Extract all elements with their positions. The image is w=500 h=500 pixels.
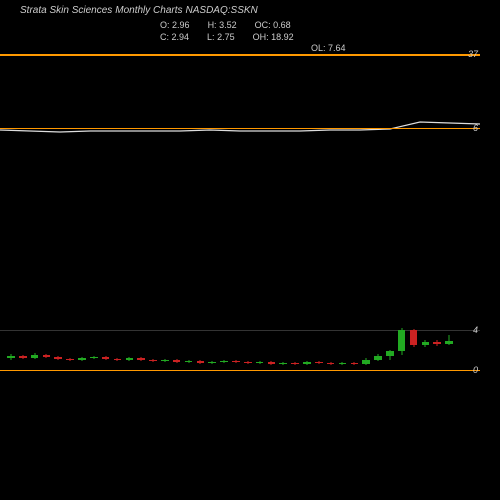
candle xyxy=(159,323,171,390)
oh-label: OH: xyxy=(253,32,269,42)
candle xyxy=(348,323,360,390)
close-value: 2.94 xyxy=(172,32,190,42)
candle xyxy=(64,323,76,390)
candle xyxy=(52,323,64,390)
candle xyxy=(431,323,443,390)
candle xyxy=(419,323,431,390)
candle xyxy=(218,323,230,390)
oh-value: 18.92 xyxy=(271,32,294,42)
gridline-6 xyxy=(0,128,480,129)
oc-value: 0.68 xyxy=(273,20,291,30)
open-value: 2.96 xyxy=(172,20,190,30)
candle xyxy=(443,323,455,390)
candle xyxy=(147,323,159,390)
high-value: 3.52 xyxy=(219,20,237,30)
candle xyxy=(100,323,112,390)
candle xyxy=(337,323,349,390)
candle xyxy=(183,323,195,390)
candle xyxy=(360,323,372,390)
axis-label-0: 0 xyxy=(473,365,478,375)
candle xyxy=(277,323,289,390)
chart-area: 37 6 4 0 xyxy=(0,50,480,490)
close-label: C: xyxy=(160,32,169,42)
chart-title: Strata Skin Sciences Monthly Charts NASD… xyxy=(0,5,500,16)
axis-label-4: 4 xyxy=(473,325,478,335)
title-mid: Monthly Charts xyxy=(115,5,182,16)
candle xyxy=(289,323,301,390)
candle xyxy=(171,323,183,390)
candle xyxy=(5,323,17,390)
candle xyxy=(76,323,88,390)
candle xyxy=(325,323,337,390)
candle xyxy=(112,323,124,390)
axis-label-6: 6 xyxy=(473,123,478,133)
candle xyxy=(242,323,254,390)
title-prefix: Strata Skin Sciences xyxy=(20,5,112,16)
candle xyxy=(408,323,420,390)
candle xyxy=(230,323,242,390)
low-value: 2.75 xyxy=(217,32,235,42)
candle xyxy=(396,323,408,390)
candle xyxy=(384,323,396,390)
candle xyxy=(123,323,135,390)
candle xyxy=(301,323,313,390)
candle xyxy=(135,323,147,390)
candle xyxy=(372,323,384,390)
candle xyxy=(313,323,325,390)
candlestick-series xyxy=(5,323,455,390)
title-suffix: NASDAQ:SSKN xyxy=(186,5,258,16)
oc-label: OC: xyxy=(255,20,271,30)
candle xyxy=(206,323,218,390)
low-label: L: xyxy=(207,32,215,42)
candle xyxy=(194,323,206,390)
candle xyxy=(88,323,100,390)
candle xyxy=(29,323,41,390)
open-label: O: xyxy=(160,20,170,30)
candle xyxy=(17,323,29,390)
candle xyxy=(266,323,278,390)
high-label: H: xyxy=(208,20,217,30)
candle xyxy=(41,323,53,390)
price-line-series xyxy=(0,50,480,170)
candle xyxy=(254,323,266,390)
